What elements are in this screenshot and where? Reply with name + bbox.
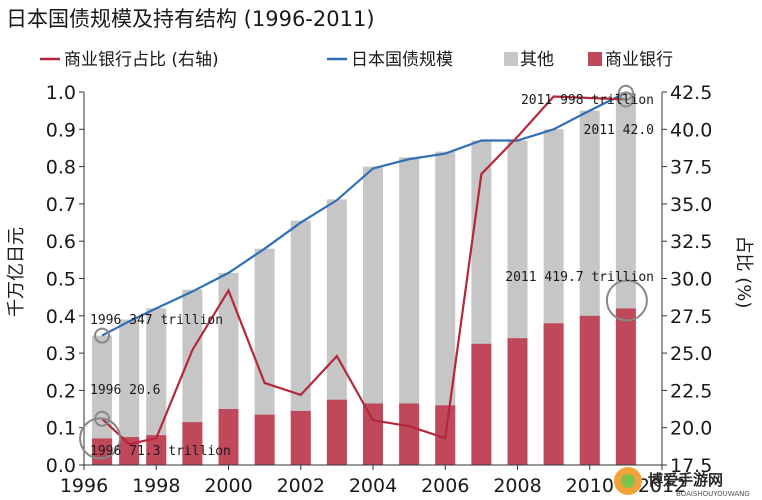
y2-tick-label: 37.5 bbox=[670, 157, 712, 179]
annotation-label: 1996 20.6 bbox=[90, 383, 160, 398]
bar-layer bbox=[92, 92, 636, 466]
watermark-text: 博爱手游网 bbox=[648, 471, 723, 489]
bar-bank bbox=[182, 422, 203, 465]
y-tick-label: 0.4 bbox=[46, 306, 76, 328]
annotation-label: 2011 42.0 bbox=[584, 123, 654, 138]
y2-tick-label: 35.0 bbox=[670, 194, 712, 216]
x-tick-label: 2010 bbox=[566, 475, 614, 497]
bar-other bbox=[326, 199, 347, 465]
y2-axis-title: 占比 (%) bbox=[733, 236, 754, 309]
axes-layer: 0.0 0.1 0.2 0.3 0.4 0.5 0.6 0.7 0.8 0.9 1.0 17.5 20.… bbox=[46, 82, 713, 497]
legend-label-other: 其他 bbox=[520, 50, 554, 70]
bar-other bbox=[119, 319, 140, 465]
bar-other bbox=[254, 248, 275, 465]
y2-tick-label: 25.0 bbox=[670, 343, 712, 365]
y2-tick-label: 27.5 bbox=[670, 306, 712, 328]
bar-other bbox=[92, 335, 113, 465]
annotation-layer: 1996 347 trillion 1996 20.6 1996 71.3 tril… bbox=[79, 84, 654, 460]
y-tick-label: 0.5 bbox=[46, 269, 76, 291]
bar-bank bbox=[471, 343, 492, 465]
bar-bank bbox=[579, 315, 600, 465]
y-tick-label: 0.0 bbox=[46, 455, 76, 477]
bar-other bbox=[182, 289, 203, 465]
bar-bank bbox=[399, 403, 420, 465]
y2-tick-label: 40.0 bbox=[670, 119, 712, 141]
legend-swatch-other bbox=[504, 52, 518, 66]
watermark-logo-inner bbox=[621, 474, 635, 488]
annotation-label: 1996 347 trillion bbox=[90, 313, 223, 328]
y-tick-label: 0.9 bbox=[46, 119, 76, 141]
legend-label-bank-share: 商业银行占比 (右轴) bbox=[64, 50, 219, 70]
y-tick-label: 0.6 bbox=[46, 231, 76, 253]
legend-swatch-bank bbox=[588, 52, 602, 66]
y-tick-label: 1.0 bbox=[46, 82, 76, 104]
bar-bank bbox=[543, 323, 564, 465]
legend-label-debt-size: 日本国债规模 bbox=[351, 50, 453, 70]
x-tick-label: 2004 bbox=[349, 475, 397, 497]
x-tick-label: 1996 bbox=[60, 475, 108, 497]
x-tick-label: 2000 bbox=[204, 475, 252, 497]
y2-tick-label: 30.0 bbox=[670, 269, 712, 291]
x-tick-label: 2008 bbox=[493, 475, 541, 497]
bar-bank bbox=[254, 414, 275, 465]
x-tick-label: 2002 bbox=[277, 475, 325, 497]
x-tick-label: 1998 bbox=[132, 475, 180, 497]
annotation-label: 2011 419.7 trillion bbox=[505, 270, 654, 285]
x-tick-label: 2006 bbox=[421, 475, 469, 497]
y-tick-label: 0.8 bbox=[46, 157, 76, 179]
annotation-marker bbox=[617, 91, 634, 108]
series-line-debt-size bbox=[101, 91, 627, 337]
bar-bank bbox=[615, 308, 636, 465]
legend-label-bank: 商业银行 bbox=[605, 50, 673, 70]
legend: 商业银行占比 (右轴) 日本国债规模 其他 商业银行 bbox=[40, 50, 673, 70]
watermark: 博爱手游网 BOAISHOUYOUWANG bbox=[614, 467, 750, 498]
y2-tick-label: 22.5 bbox=[670, 380, 712, 402]
annotation-label: 2011 998 trillion bbox=[521, 93, 654, 108]
y-tick-label: 0.1 bbox=[46, 418, 76, 440]
chart-title: 日本国债规模及持有结构 (1996-2011) bbox=[6, 7, 375, 31]
annotation-marker bbox=[605, 279, 648, 322]
y-tick-label: 0.7 bbox=[46, 194, 76, 216]
watermark-subtext: BOAISHOUYOUWANG bbox=[676, 490, 750, 498]
annotation-label: 1996 71.3 trillion bbox=[90, 444, 231, 459]
bar-bank bbox=[290, 410, 311, 465]
y-axis-title: 千万亿日元 bbox=[6, 227, 27, 317]
y2-tick-label: 20.0 bbox=[670, 418, 712, 440]
bar-other bbox=[363, 166, 383, 465]
line-layer bbox=[101, 91, 627, 446]
bar-bank bbox=[507, 338, 528, 465]
annotation-marker bbox=[79, 417, 122, 460]
bar-bank bbox=[146, 435, 167, 465]
y2-tick-label: 32.5 bbox=[670, 231, 712, 253]
bar-other bbox=[435, 151, 456, 465]
y2-tick-label: 17.5 bbox=[670, 455, 712, 477]
y2-tick-label: 42.5 bbox=[670, 82, 712, 104]
y-tick-label: 0.2 bbox=[46, 380, 76, 402]
bar-other bbox=[290, 220, 311, 465]
bar-bank bbox=[218, 409, 239, 465]
annotation-marker bbox=[94, 327, 111, 344]
series-line-bank-share bbox=[101, 95, 626, 446]
y-tick-label: 0.3 bbox=[46, 343, 76, 365]
bar-other bbox=[399, 157, 420, 465]
bar-bank bbox=[363, 403, 383, 465]
bar-bank bbox=[326, 399, 347, 465]
annotation-marker bbox=[617, 84, 634, 101]
x-tick-label: 2012 bbox=[638, 475, 686, 497]
